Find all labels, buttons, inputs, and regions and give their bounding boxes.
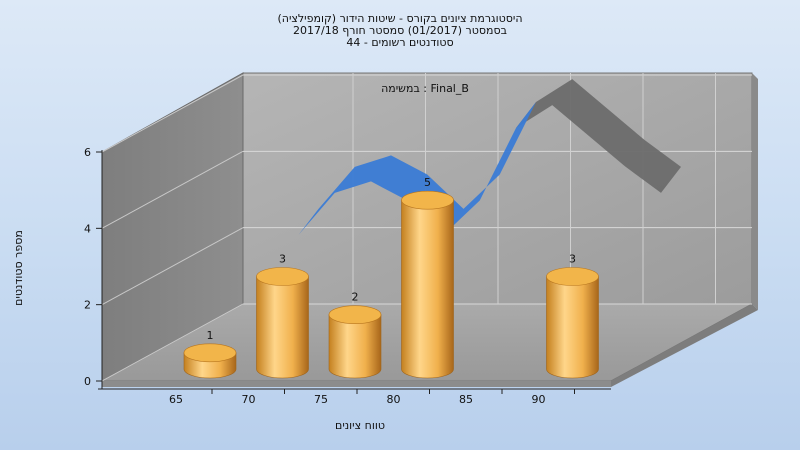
x-tick-label-5: 90 (532, 393, 546, 406)
bar-body-3 (401, 199, 454, 379)
bar-top-2 (328, 305, 382, 324)
bar-top-3 (401, 190, 454, 210)
bar-body-4 (546, 276, 599, 379)
grid-line-left-2 (101, 150, 244, 229)
chart-title-line-3: סטודנטים רשומים - 44 (346, 36, 454, 49)
x-tick-label-4: 85 (459, 393, 473, 406)
bar-value-label-3: 5 (424, 176, 431, 189)
curve-front-segment (298, 102, 536, 235)
distribution-curve (298, 79, 681, 235)
floor-side-edge (611, 304, 758, 387)
back-wall-right-edge (752, 73, 758, 310)
y-tick-label-1: 2 (84, 299, 91, 312)
curve-back-segment (516, 79, 681, 193)
bar-body-1 (256, 276, 309, 379)
bar-value-label-4: 3 (569, 253, 576, 266)
bar-2: 2 (328, 291, 382, 379)
bars: 1 3 2 5 3 (183, 176, 599, 379)
bar-value-label-1: 3 (279, 253, 286, 266)
grid-line-left-3 (101, 74, 244, 153)
y-tick-label-2: 4 (84, 222, 91, 235)
y-tick-label-3: 6 (84, 146, 91, 159)
y-axis-label: מספר סטודנטים (12, 230, 25, 306)
chart-title-line-1: היסטוגרמת ציונים בקורס - שיטות הידור (קו… (277, 12, 523, 25)
floor-front-edge (102, 381, 611, 387)
grid-line-left-0 (101, 303, 244, 382)
x-tick-label-1: 70 (242, 393, 256, 406)
x-tick-label-0: 65 (169, 393, 183, 406)
x-tick-label-2: 75 (314, 393, 328, 406)
x-tick-label-3: 80 (387, 393, 401, 406)
bar-value-label-2: 2 (352, 291, 359, 304)
bar-4: 3 (546, 253, 599, 379)
bar-top-4 (546, 267, 599, 286)
bar-3: 5 (401, 176, 454, 379)
bar-top-0 (183, 343, 237, 363)
bar-0: 1 (183, 329, 237, 379)
bar-top-1 (256, 267, 309, 286)
bar-value-label-0: 1 (207, 329, 214, 342)
bar-body-2 (328, 314, 382, 379)
grid-line-left-1 (101, 227, 244, 306)
y-tick-label-0: 0 (84, 375, 91, 388)
x-axis-label: טווח ציונים (335, 419, 385, 432)
assignment-label: במשימה : Final_B (381, 82, 469, 95)
bar-1: 3 (256, 253, 309, 379)
chart-title-line-2: בסמסטר (01/2017) סמסטר חורף 2017/18 (293, 24, 507, 37)
axes: 0 2 4 6 65 70 75 80 85 90 (84, 146, 611, 406)
